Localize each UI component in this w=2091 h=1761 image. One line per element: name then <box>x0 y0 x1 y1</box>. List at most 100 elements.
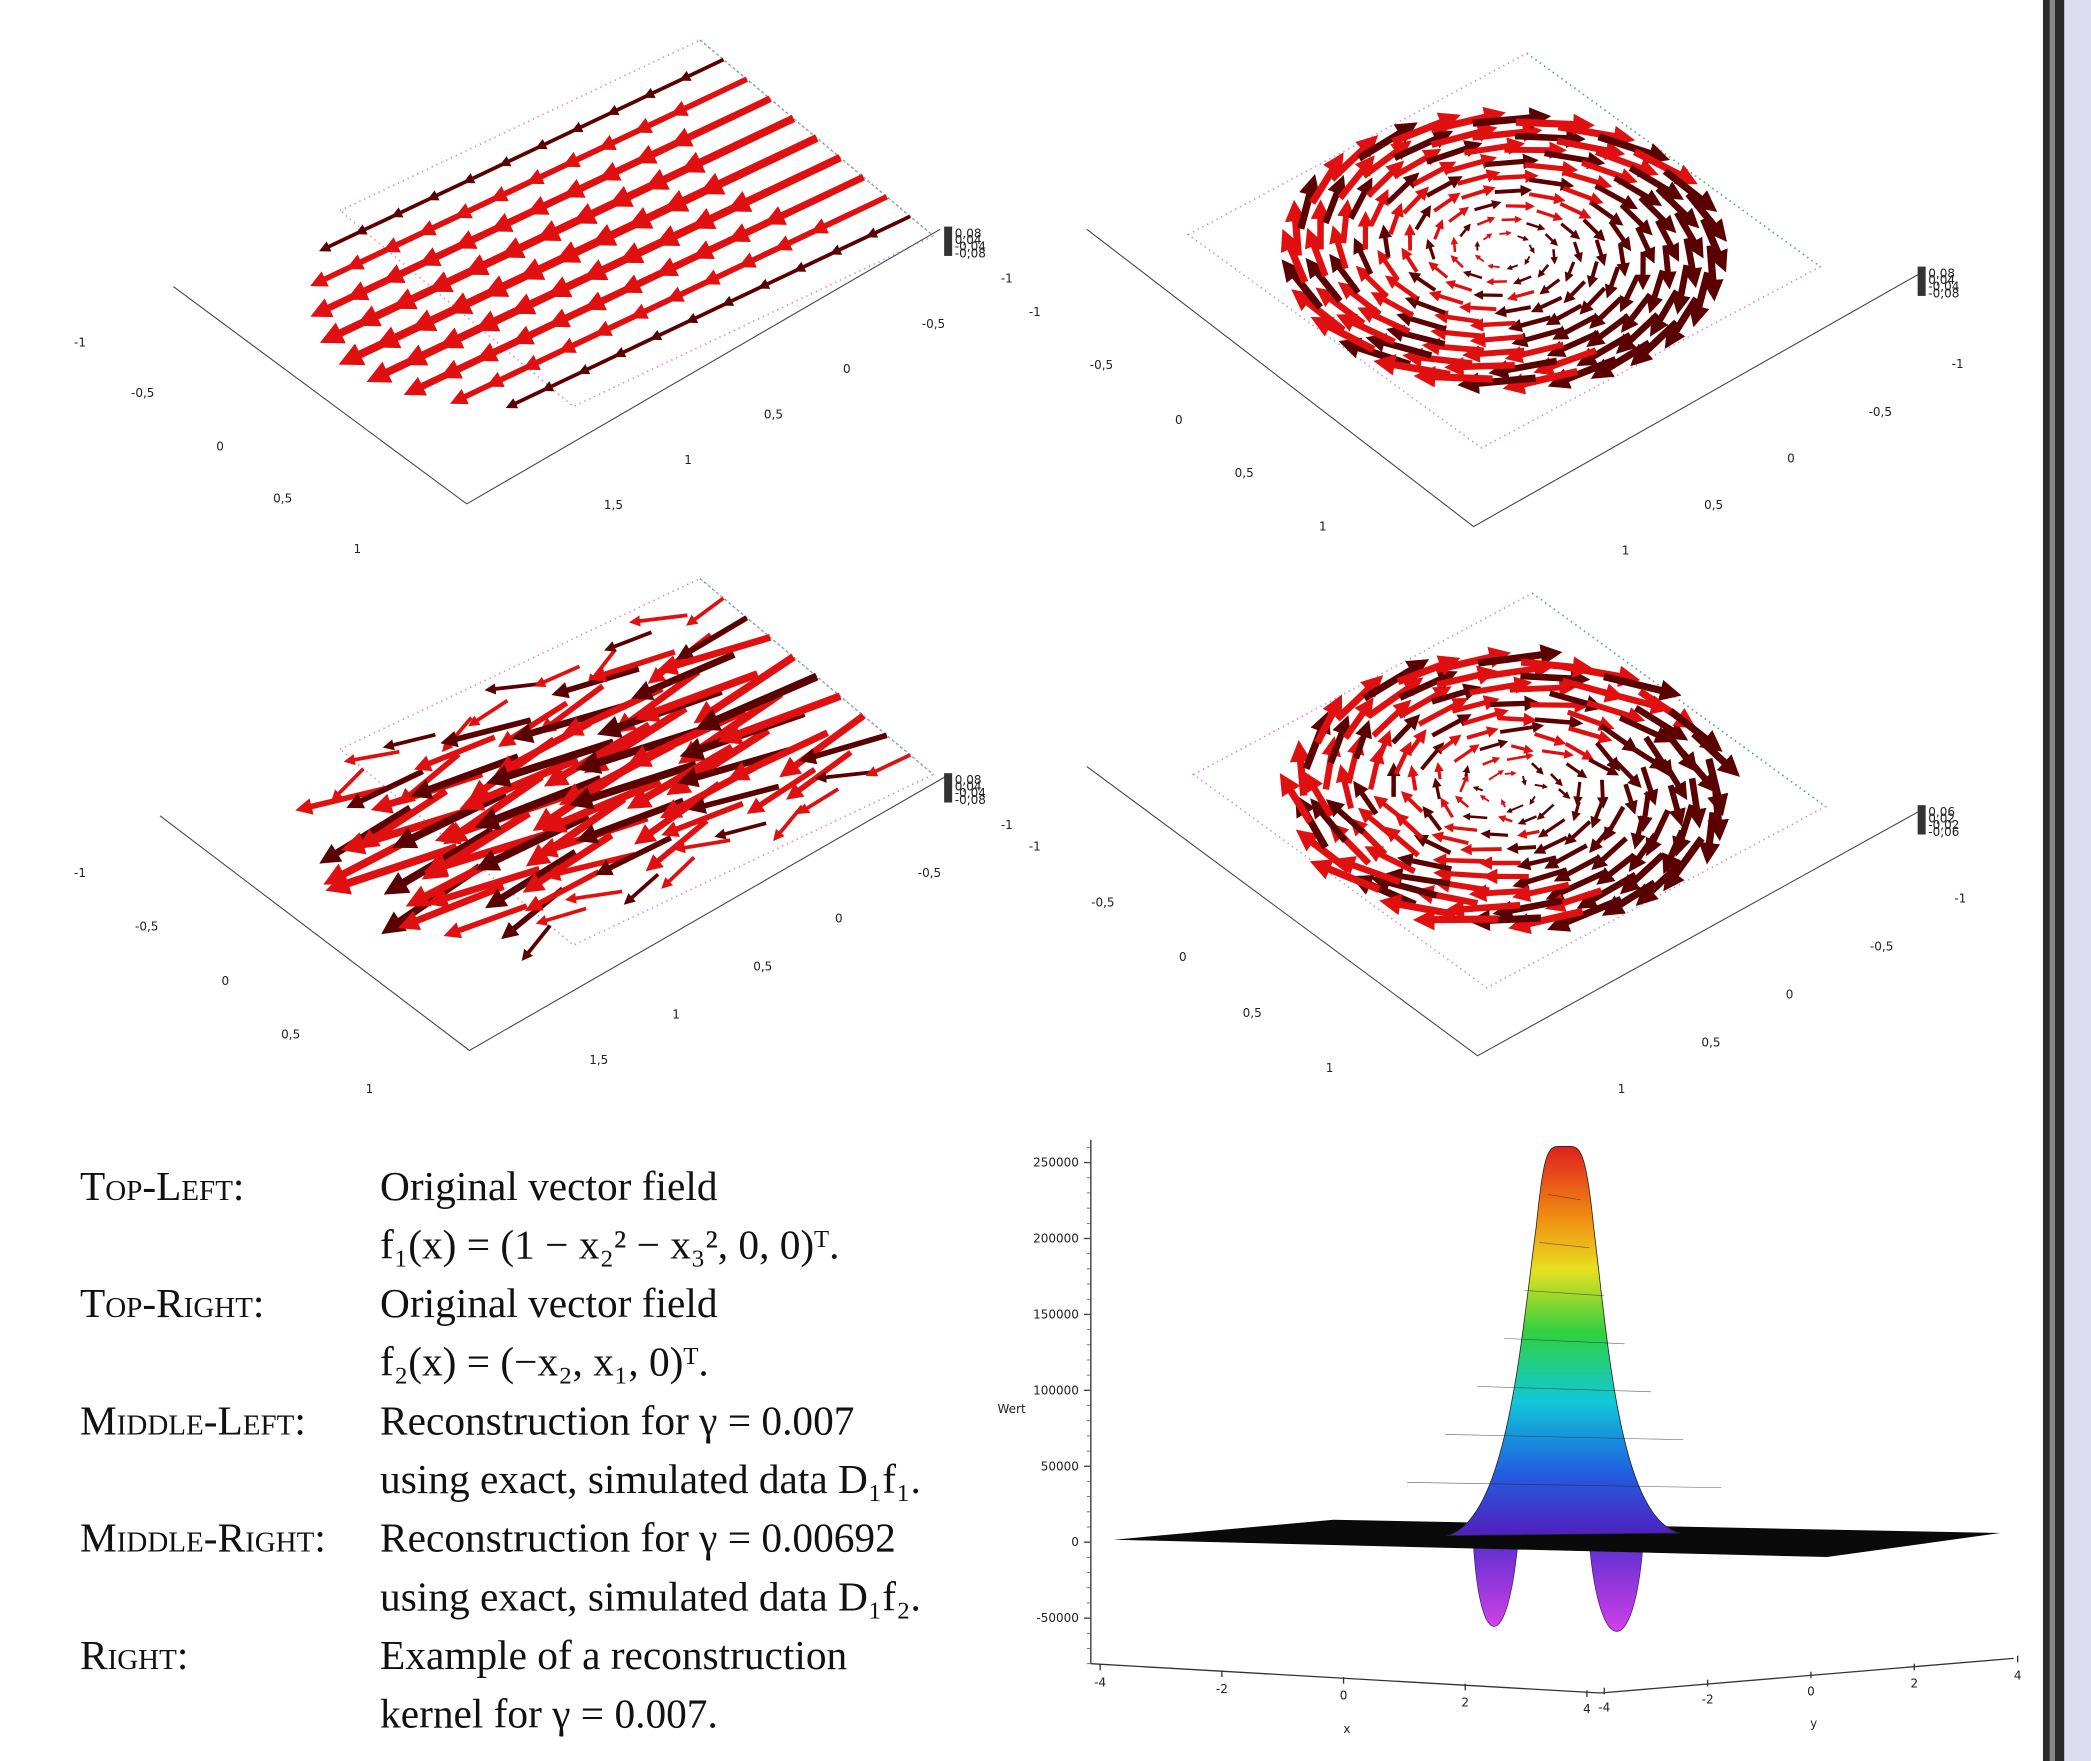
vector-arrow <box>766 268 802 285</box>
vector-arrow <box>1409 738 1420 753</box>
vector-arrow <box>1644 792 1648 820</box>
vector-arrow <box>1338 265 1359 292</box>
axis-tick-label: 0,5 <box>753 959 772 973</box>
axis-tick-label: 1,5 <box>589 1053 608 1067</box>
y-tick-label: 0 <box>1807 1685 1815 1699</box>
vector-arrow <box>1451 828 1477 831</box>
plot-plane-edge <box>700 579 933 775</box>
axis-tick-label: 0,5 <box>273 492 292 506</box>
axis-tick-label: 1 <box>1618 1082 1626 1096</box>
vector-arrow <box>1620 244 1623 266</box>
vector-arrow <box>542 666 579 682</box>
vector-arrow <box>1403 820 1423 838</box>
vector-arrow <box>1545 153 1592 161</box>
vector-arrow <box>1301 191 1311 229</box>
axis-tick-label: -1 <box>1954 891 1966 905</box>
color-bar <box>944 227 952 256</box>
vector-arrow <box>1520 676 1574 679</box>
vector-arrow <box>1574 242 1578 255</box>
z-tick-label: 200000 <box>1033 1231 1079 1245</box>
vector-arrow <box>1436 346 1484 350</box>
caption-line: kernel for γ = 0.007. <box>380 1691 718 1737</box>
vector-arrow <box>391 735 435 746</box>
vector-arrow <box>1312 167 1334 203</box>
vector-arrow <box>550 370 586 387</box>
plot-axes <box>173 229 940 504</box>
vector-plot: -1-0,500,511,510,50-0,5-10,080,04-0,04-0… <box>74 40 1013 556</box>
vector-arrow <box>1611 222 1625 242</box>
caption-line: Reconstruction for γ = 0.00692 <box>380 1515 896 1561</box>
vector-arrow <box>1544 820 1564 834</box>
vector-arrow <box>1518 236 1525 239</box>
vector-arrow <box>1408 318 1446 329</box>
vector-arrow <box>1561 224 1574 235</box>
vector-arrow <box>544 908 586 921</box>
axis-tick-label: -1 <box>74 866 86 880</box>
vector-arrow <box>1560 204 1583 215</box>
y-tick-label: 4 <box>2014 1669 2022 1683</box>
vector-arrow <box>1430 246 1434 259</box>
slide: -50000050000100000150000200000250000Wert… <box>0 0 2091 1761</box>
axis-tick-label: 1 <box>1326 1061 1334 1075</box>
x-tick-label: 0 <box>1340 1689 1348 1703</box>
vector-arrow <box>723 823 766 834</box>
vector-arrow <box>1419 704 1457 724</box>
vector-arrow <box>579 111 615 128</box>
vector-arrow <box>1493 176 1528 178</box>
vector-arrow <box>1507 756 1528 760</box>
vector-arrow <box>1416 213 1426 229</box>
axis-tick-label: 1 <box>354 542 362 556</box>
vector-arrow <box>1643 767 1652 794</box>
vector-arrow <box>1349 291 1380 314</box>
vector-arrow <box>1563 317 1595 334</box>
vector-arrow <box>353 752 400 760</box>
axis-tick-label: -1 <box>1001 818 1013 832</box>
surface-dip <box>1474 1546 1518 1626</box>
vector-arrow <box>471 162 507 179</box>
axis-tick-label: 0 <box>843 362 851 376</box>
vector-arrow <box>1382 802 1403 818</box>
vector-arrow <box>1388 181 1411 203</box>
vector-arrow <box>607 838 671 869</box>
vector-arrow <box>1565 857 1600 876</box>
vector-arrow <box>1483 891 1530 894</box>
vector-arrow <box>1439 770 1440 780</box>
vector-arrow <box>1625 276 1637 301</box>
vector-arrow <box>1597 743 1613 763</box>
vector-arrow <box>1629 294 1650 321</box>
vector-arrow <box>1571 822 1590 839</box>
vector-arrow <box>1587 288 1605 307</box>
vector-arrow <box>1443 332 1484 336</box>
vector-arrow <box>1396 751 1407 774</box>
caption-line: Reconstruction for γ = 0.007 <box>380 1397 854 1443</box>
vector-arrow <box>1523 776 1524 782</box>
caption-label: Top-Left: <box>80 1163 244 1209</box>
vector-arrow <box>615 94 651 111</box>
plot-axes <box>1087 767 1923 1056</box>
vector-arrow <box>824 772 874 778</box>
x-tick-label: 2 <box>1461 1695 1469 1709</box>
vector-arrow <box>1488 834 1508 835</box>
sidebar-line <box>2050 0 2055 1761</box>
vector-arrow <box>1510 805 1523 811</box>
vector-arrow <box>1467 731 1490 738</box>
vector-arrow <box>1460 228 1467 236</box>
vector-arrow <box>1598 298 1621 320</box>
vector-arrow <box>1523 816 1536 821</box>
vector-arrow <box>1359 249 1371 274</box>
axis-tick-label: 0,5 <box>1235 466 1254 480</box>
vector-arrow <box>1503 803 1505 807</box>
vector-arrow <box>1415 302 1445 313</box>
vector-arrow <box>1658 189 1688 218</box>
vector-arrow <box>1602 780 1603 800</box>
vector-arrow <box>1432 719 1462 735</box>
vector-arrow <box>1710 246 1713 285</box>
vector-arrow <box>1445 317 1479 322</box>
vector-arrow <box>1455 749 1474 762</box>
vector-arrow <box>1529 194 1556 199</box>
vector-arrow <box>1542 751 1566 754</box>
axis-tick-label: -0,5 <box>1091 895 1114 909</box>
vector-arrow <box>802 250 838 267</box>
vector-arrow <box>1566 744 1586 756</box>
floor-axes <box>1091 1658 2014 1693</box>
